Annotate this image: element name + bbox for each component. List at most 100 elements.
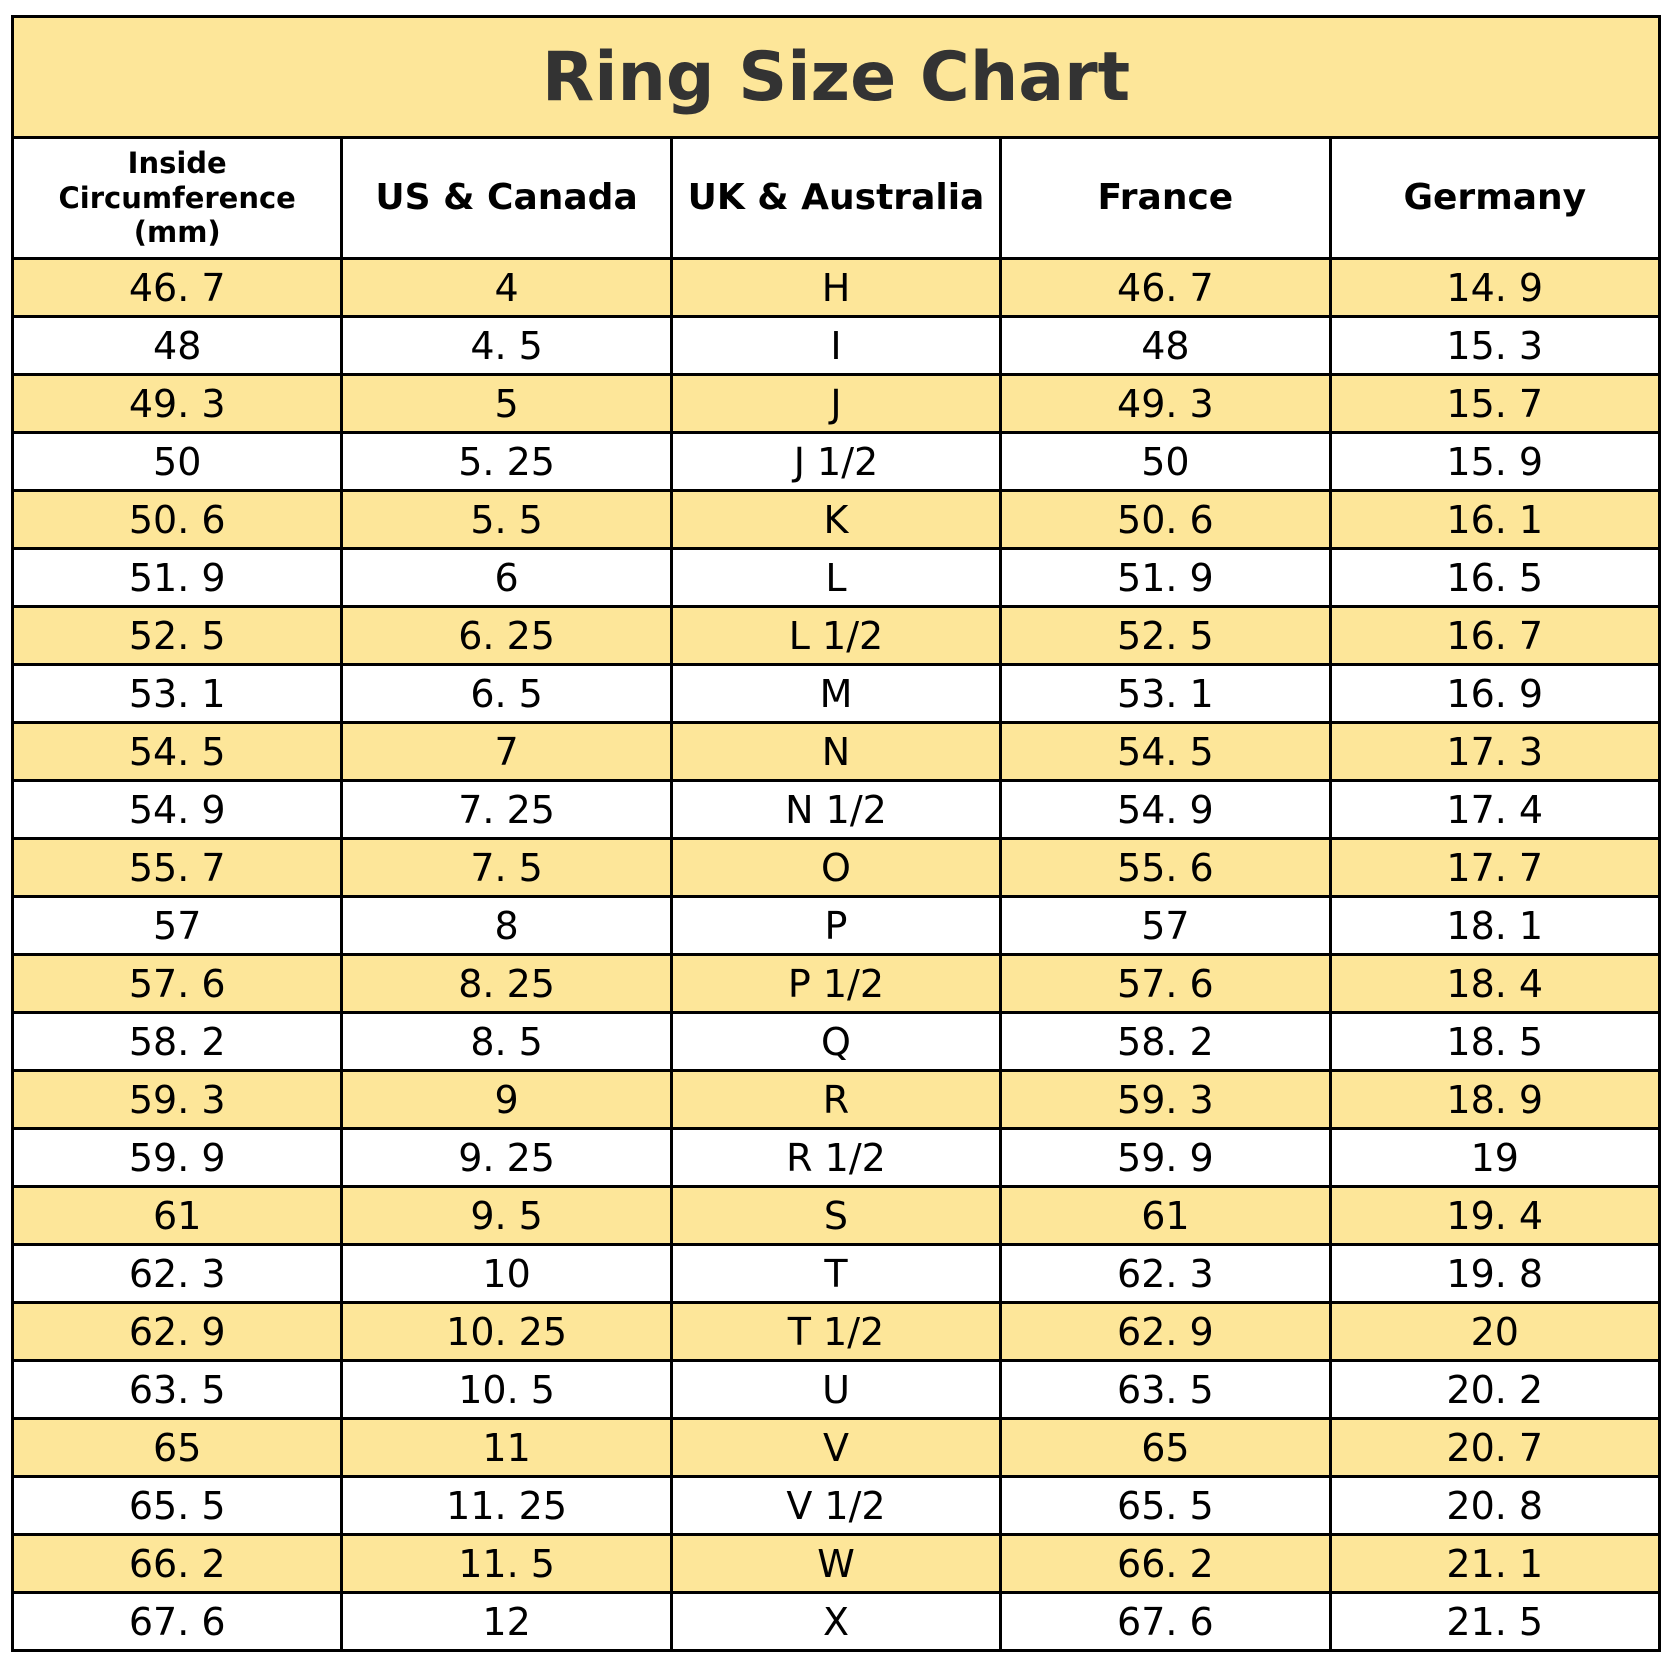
cell-inside-circumference: 57 bbox=[10, 895, 344, 956]
cell-inside-circumference: 46. 7 bbox=[10, 257, 344, 318]
cell-france: 53. 1 bbox=[999, 663, 1332, 724]
cell-us-canada: 12 bbox=[340, 1591, 673, 1652]
header-france: France bbox=[999, 136, 1332, 260]
cell-inside-circumference: 57. 6 bbox=[10, 953, 344, 1014]
cell-inside-circumference: 49. 3 bbox=[10, 373, 344, 434]
cell-uk-australia: R 1/2 bbox=[669, 1127, 1003, 1188]
cell-inside-circumference: 51. 9 bbox=[10, 547, 344, 608]
cell-us-canada: 5. 5 bbox=[340, 489, 673, 550]
cell-germany: 20. 8 bbox=[1328, 1475, 1662, 1536]
cell-inside-circumference: 61 bbox=[10, 1185, 344, 1246]
table-row: 48 4. 5 I 48 15. 3 bbox=[10, 315, 1662, 376]
cell-uk-australia: V 1/2 bbox=[669, 1475, 1003, 1536]
cell-germany: 20 bbox=[1328, 1301, 1662, 1362]
cell-uk-australia: H bbox=[669, 257, 1003, 318]
cell-germany: 16. 9 bbox=[1328, 663, 1662, 724]
cell-france: 67. 6 bbox=[999, 1591, 1332, 1652]
cell-uk-australia: T bbox=[669, 1243, 1003, 1304]
cell-inside-circumference: 62. 3 bbox=[10, 1243, 344, 1304]
cell-germany: 15. 7 bbox=[1328, 373, 1662, 434]
table-row: 65 11 V 65 20. 7 bbox=[10, 1417, 1662, 1478]
cell-us-canada: 8. 5 bbox=[340, 1011, 673, 1072]
cell-france: 65 bbox=[999, 1417, 1332, 1478]
cell-germany: 15. 9 bbox=[1328, 431, 1662, 492]
cell-uk-australia: I bbox=[669, 315, 1003, 376]
table-row: 61 9. 5 S 61 19. 4 bbox=[10, 1185, 1662, 1246]
table-row: 65. 5 11. 25 V 1/2 65. 5 20. 8 bbox=[10, 1475, 1662, 1536]
cell-uk-australia: W bbox=[669, 1533, 1003, 1594]
cell-inside-circumference: 54. 5 bbox=[10, 721, 344, 782]
cell-germany: 15. 3 bbox=[1328, 315, 1662, 376]
cell-uk-australia: Q bbox=[669, 1011, 1003, 1072]
cell-inside-circumference: 54. 9 bbox=[10, 779, 344, 840]
cell-inside-circumference: 48 bbox=[10, 315, 344, 376]
cell-inside-circumference: 50. 6 bbox=[10, 489, 344, 550]
cell-inside-circumference: 50 bbox=[10, 431, 344, 492]
cell-uk-australia: P 1/2 bbox=[669, 953, 1003, 1014]
table-row: 51. 9 6 L 51. 9 16. 5 bbox=[10, 547, 1662, 608]
cell-uk-australia: U bbox=[669, 1359, 1003, 1420]
table-row: 53. 1 6. 5 M 53. 1 16. 9 bbox=[10, 663, 1662, 724]
cell-us-canada: 9 bbox=[340, 1069, 673, 1130]
cell-france: 50 bbox=[999, 431, 1332, 492]
table-row: 57. 6 8. 25 P 1/2 57. 6 18. 4 bbox=[10, 953, 1662, 1014]
cell-france: 46. 7 bbox=[999, 257, 1332, 318]
cell-uk-australia: N bbox=[669, 721, 1003, 782]
cell-us-canada: 5. 25 bbox=[340, 431, 673, 492]
cell-inside-circumference: 65 bbox=[10, 1417, 344, 1478]
cell-inside-circumference: 58. 2 bbox=[10, 1011, 344, 1072]
cell-france: 61 bbox=[999, 1185, 1332, 1246]
cell-uk-australia: T 1/2 bbox=[669, 1301, 1003, 1362]
header-inside-circumference: Inside Circumference (mm) bbox=[10, 136, 344, 260]
table-row: 59. 9 9. 25 R 1/2 59. 9 19 bbox=[10, 1127, 1662, 1188]
cell-us-canada: 5 bbox=[340, 373, 673, 434]
header-line-1: Inside Circumference bbox=[58, 145, 296, 215]
table-row: 55. 7 7. 5 O 55. 6 17. 7 bbox=[10, 837, 1662, 898]
cell-inside-circumference: 67. 6 bbox=[10, 1591, 344, 1652]
cell-france: 62. 3 bbox=[999, 1243, 1332, 1304]
cell-france: 59. 3 bbox=[999, 1069, 1332, 1130]
cell-us-canada: 10 bbox=[340, 1243, 673, 1304]
table-row: 54. 5 7 N 54. 5 17. 3 bbox=[10, 721, 1662, 782]
cell-us-canada: 11. 5 bbox=[340, 1533, 673, 1594]
cell-france: 55. 6 bbox=[999, 837, 1332, 898]
table-row: 63. 5 10. 5 U 63. 5 20. 2 bbox=[10, 1359, 1662, 1420]
cell-inside-circumference: 59. 9 bbox=[10, 1127, 344, 1188]
cell-inside-circumference: 63. 5 bbox=[10, 1359, 344, 1420]
cell-inside-circumference: 65. 5 bbox=[10, 1475, 344, 1536]
cell-germany: 18. 9 bbox=[1328, 1069, 1662, 1130]
cell-us-canada: 11. 25 bbox=[340, 1475, 673, 1536]
cell-germany: 18. 4 bbox=[1328, 953, 1662, 1014]
cell-uk-australia: J bbox=[669, 373, 1003, 434]
cell-germany: 19 bbox=[1328, 1127, 1662, 1188]
cell-france: 66. 2 bbox=[999, 1533, 1332, 1594]
cell-germany: 14. 9 bbox=[1328, 257, 1662, 318]
cell-germany: 20. 7 bbox=[1328, 1417, 1662, 1478]
cell-uk-australia: P bbox=[669, 895, 1003, 956]
cell-us-canada: 6. 5 bbox=[340, 663, 673, 724]
cell-france: 48 bbox=[999, 315, 1332, 376]
cell-france: 49. 3 bbox=[999, 373, 1332, 434]
cell-uk-australia: K bbox=[669, 489, 1003, 550]
cell-us-canada: 7. 25 bbox=[340, 779, 673, 840]
header-us-canada: US & Canada bbox=[340, 136, 673, 260]
cell-us-canada: 10. 25 bbox=[340, 1301, 673, 1362]
cell-us-canada: 10. 5 bbox=[340, 1359, 673, 1420]
cell-uk-australia: L bbox=[669, 547, 1003, 608]
cell-us-canada: 8. 25 bbox=[340, 953, 673, 1014]
cell-france: 52. 5 bbox=[999, 605, 1332, 666]
cell-germany: 17. 3 bbox=[1328, 721, 1662, 782]
cell-us-canada: 8 bbox=[340, 895, 673, 956]
table-row: 67. 6 12 X 67. 6 21. 5 bbox=[10, 1591, 1662, 1652]
cell-france: 57 bbox=[999, 895, 1332, 956]
header-line-2: (mm) bbox=[133, 215, 221, 250]
header-germany: Germany bbox=[1328, 136, 1662, 260]
table-row: 58. 2 8. 5 Q 58. 2 18. 5 bbox=[10, 1011, 1662, 1072]
cell-us-canada: 9. 5 bbox=[340, 1185, 673, 1246]
cell-france: 58. 2 bbox=[999, 1011, 1332, 1072]
cell-germany: 20. 2 bbox=[1328, 1359, 1662, 1420]
cell-france: 51. 9 bbox=[999, 547, 1332, 608]
cell-france: 50. 6 bbox=[999, 489, 1332, 550]
cell-france: 65. 5 bbox=[999, 1475, 1332, 1536]
cell-uk-australia: O bbox=[669, 837, 1003, 898]
